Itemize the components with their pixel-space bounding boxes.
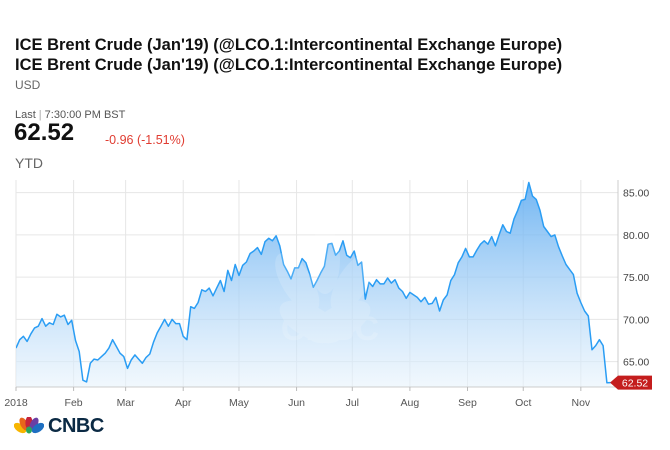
x-tick-label: Sep (458, 397, 477, 409)
currency-label: USD (15, 78, 41, 92)
cnbc-watermark: CNBC (275, 226, 379, 348)
x-tick-label: Mar (117, 397, 136, 409)
watermark-text: CNBC (281, 310, 379, 348)
x-tick-label: Jun (288, 397, 305, 409)
y-tick-label: 80.00 (623, 230, 649, 242)
peacock-icon (14, 417, 44, 434)
x-tick-label: 2018 (4, 397, 28, 409)
x-tick-label: Feb (65, 397, 83, 409)
series-line[interactable] (16, 181, 611, 384)
y-tick-label: 70.00 (623, 314, 649, 326)
price-tag-shape (610, 375, 652, 390)
x-tick-label: Jul (346, 397, 359, 409)
x-tick-label: May (229, 397, 250, 409)
cnbc-logo: CNBC (14, 414, 104, 437)
y-tick-label: 85.00 (623, 188, 649, 200)
last-label: Last (15, 109, 36, 121)
x-tick-label: Oct (515, 397, 531, 409)
price-tag-label: 62.52 (622, 378, 648, 390)
last-price-tag: 62.52 (610, 375, 652, 390)
last-time: 7:30:00 PM BST (44, 109, 126, 121)
last-price: 62.52 (14, 119, 75, 146)
peacock-watermark-icon (275, 226, 375, 344)
y-tick-label: 75.00 (623, 272, 649, 284)
x-tick-label: Aug (401, 397, 420, 409)
chart-title: ICE Brent Crude (Jan'19) (@LCO.1:Interco… (15, 36, 563, 54)
axes: 65.00 70.00 75.00 80.00 85.00 2018 Feb Mar Apr Ma… (4, 180, 649, 409)
logo-wordmark: CNBC (48, 414, 104, 437)
series-area (16, 182, 611, 387)
range-label[interactable]: YTD (15, 155, 43, 171)
divider: | (38, 109, 42, 121)
y-tick-label: 65.00 (623, 357, 649, 369)
x-tick-label: Apr (175, 397, 192, 409)
x-tick-label: Nov (571, 397, 590, 409)
last-updated: Last | 7:30:00 PM BST (15, 109, 125, 121)
price-change: -0.96 (-1.51%) (105, 133, 185, 147)
chart-title-repeat: ICE Brent Crude (Jan'19) (@LCO.1:Interco… (15, 56, 563, 74)
